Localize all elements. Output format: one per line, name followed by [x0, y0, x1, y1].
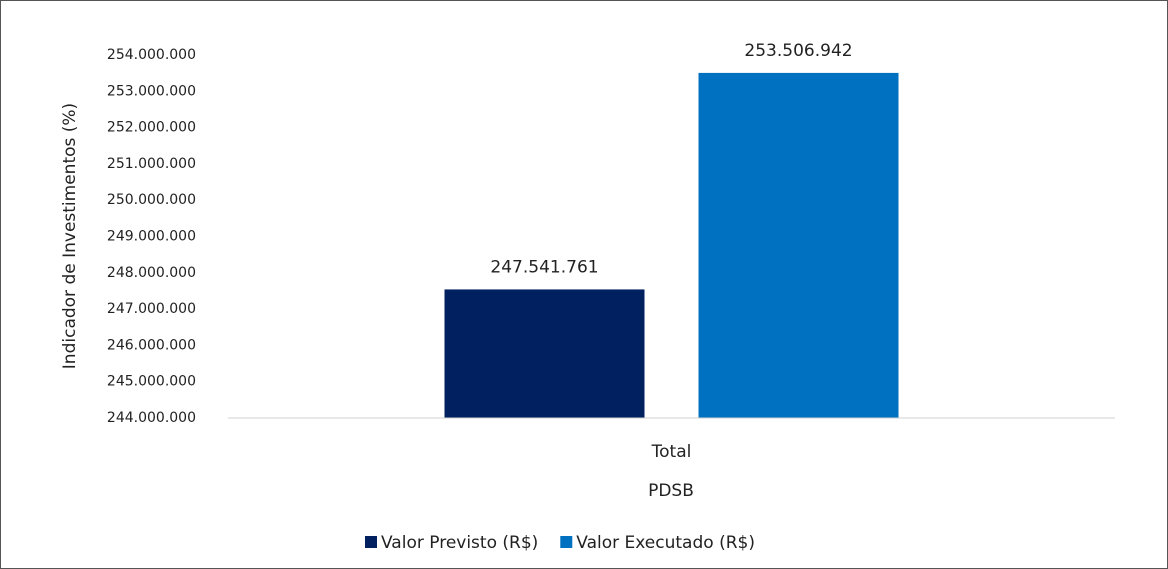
x-tick-label: Total	[651, 442, 692, 462]
legend-label: Valor Executado (R$)	[576, 533, 755, 553]
y-tick-label: 248.000.000	[107, 265, 196, 281]
y-axis-label: Indicador de Investimentos (%)	[60, 103, 80, 369]
y-tick-label: 249.000.000	[107, 229, 196, 245]
data-label: 253.506.942	[744, 41, 852, 61]
y-tick-label: 252.000.000	[107, 120, 196, 136]
y-tick-label: 246.000.000	[107, 337, 196, 353]
x-axis-label: PDSB	[648, 481, 694, 501]
bar	[698, 72, 899, 418]
data-label: 247.541.761	[490, 257, 598, 277]
bar	[444, 289, 645, 418]
legend-swatch	[560, 536, 573, 548]
legend-label: Valor Previsto (R$)	[381, 533, 538, 553]
y-tick-label: 244.000.000	[107, 410, 196, 426]
y-tick-label: 250.000.000	[107, 192, 196, 208]
y-tick-label: 245.000.000	[107, 374, 196, 390]
y-tick-label: 251.000.000	[107, 156, 196, 172]
y-tick-label: 254.000.000	[107, 47, 196, 63]
y-tick-label: 247.000.000	[107, 301, 196, 317]
y-tick-label: 253.000.000	[107, 83, 196, 99]
legend-swatch	[365, 536, 377, 548]
